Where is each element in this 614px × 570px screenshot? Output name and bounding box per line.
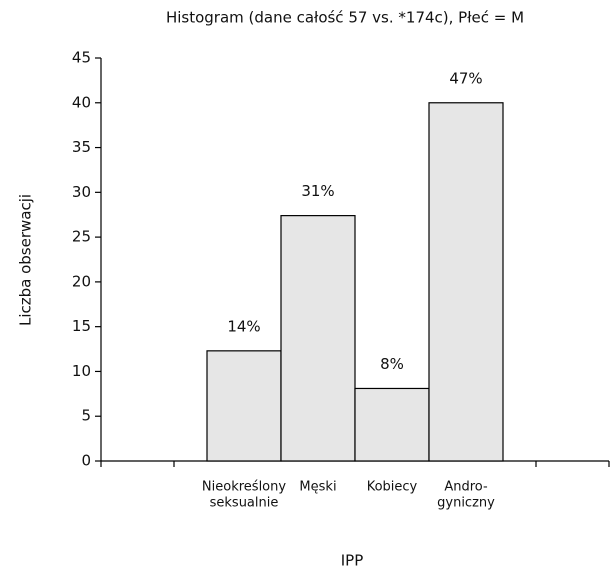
bar (206, 350, 282, 462)
y-tick-label: 15 (72, 317, 91, 335)
y-tick-label: 0 (81, 452, 91, 470)
x-tick-label: Andro- (444, 480, 488, 495)
x-tick-label: Męski (299, 480, 336, 495)
y-tick-label: 5 (81, 407, 91, 425)
x-tick-label: Nieokreślony (202, 480, 286, 495)
bar (354, 387, 430, 462)
bar-annotation: 8% (380, 355, 404, 373)
y-tick-label: 40 (72, 93, 91, 111)
bar-annotation: 31% (301, 182, 334, 200)
y-tick-label: 30 (72, 183, 91, 201)
x-ticks (100, 461, 610, 467)
chart-title: Histogram (dane całość 57 vs. *174c), Pł… (166, 9, 524, 27)
x-axis-label: IPP (341, 552, 364, 570)
x-tick-label: gyniczny (437, 496, 495, 511)
bar-annotation: 47% (449, 69, 482, 87)
x-tick-label: seksualnie (210, 496, 279, 511)
y-axis-label: Liczba obserwacji (17, 194, 35, 326)
y-tick-label: 20 (72, 272, 91, 290)
x-tick-label: Kobiecy (367, 480, 418, 495)
y-tick-label: 25 (72, 228, 91, 246)
bar-annotation: 14% (227, 317, 260, 335)
bar (428, 102, 504, 462)
bar (280, 215, 356, 462)
y-tick-label: 10 (72, 362, 91, 380)
y-tick-label: 35 (72, 138, 91, 156)
y-tick-label: 45 (72, 49, 91, 67)
